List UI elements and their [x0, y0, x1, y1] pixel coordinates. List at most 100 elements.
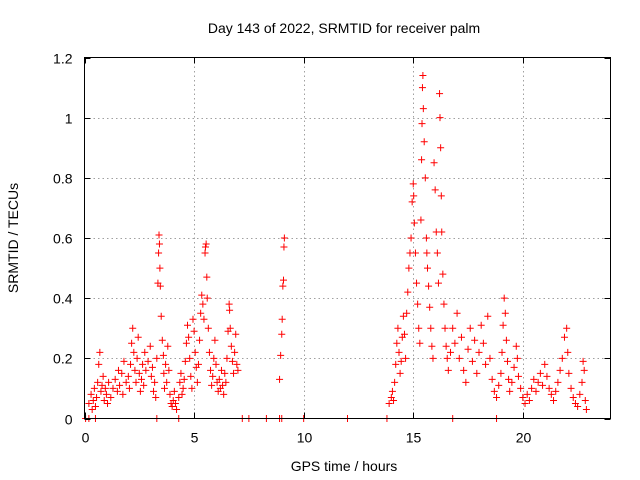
data-point	[565, 369, 573, 377]
data-point	[510, 363, 518, 371]
data-point	[431, 186, 439, 194]
data-point	[157, 312, 165, 320]
x-tick-label: 15	[406, 430, 422, 446]
data-point	[473, 369, 481, 377]
data-point	[468, 357, 476, 365]
data-point	[418, 84, 426, 92]
data-point	[426, 303, 434, 311]
data-point	[109, 384, 117, 392]
data-point	[215, 375, 223, 383]
data-point	[475, 348, 483, 356]
data-point	[231, 348, 239, 356]
data-point	[280, 243, 288, 251]
data-point	[160, 384, 168, 392]
data-point	[479, 339, 487, 347]
data-point	[105, 378, 113, 386]
data-point	[411, 249, 419, 257]
data-point	[146, 342, 154, 350]
data-point	[116, 381, 124, 389]
data-point	[550, 396, 558, 404]
data-point	[543, 372, 551, 380]
data-point	[185, 333, 193, 341]
data-point	[407, 234, 415, 242]
data-point	[137, 375, 145, 383]
data-point	[525, 396, 533, 404]
data-points	[82, 72, 590, 422]
data-point	[104, 399, 112, 407]
data-point	[564, 348, 572, 356]
chart-title: Day 143 of 2022, SRMTID for receiver pal…	[208, 20, 480, 36]
data-point	[514, 372, 522, 380]
data-point	[128, 339, 136, 347]
data-point	[164, 342, 172, 350]
data-point	[418, 156, 426, 164]
data-point	[541, 360, 549, 368]
data-point	[427, 324, 435, 332]
data-point	[488, 375, 496, 383]
data-point	[207, 366, 215, 374]
data-point	[419, 105, 427, 113]
data-point	[186, 354, 194, 362]
data-point	[486, 354, 494, 362]
data-point	[532, 387, 540, 395]
data-point	[501, 309, 509, 317]
data-point	[85, 399, 93, 407]
data-point	[414, 300, 422, 308]
y-tick-label: 0.4	[53, 291, 73, 307]
data-point	[88, 405, 96, 413]
data-point	[156, 282, 164, 290]
data-point	[181, 357, 189, 365]
data-point	[438, 228, 446, 236]
data-point	[530, 375, 538, 383]
data-point	[205, 348, 213, 356]
data-point	[194, 360, 202, 368]
data-point	[280, 276, 288, 284]
data-point	[436, 90, 444, 98]
data-point	[419, 72, 427, 80]
data-point	[156, 264, 164, 272]
data-point	[442, 342, 450, 350]
data-point	[212, 360, 220, 368]
data-point	[135, 369, 143, 377]
data-point	[498, 348, 506, 356]
data-point	[434, 279, 442, 287]
data-point	[477, 321, 485, 329]
data-point	[124, 372, 132, 380]
data-point	[211, 336, 219, 344]
data-point	[534, 378, 542, 386]
data-point	[119, 390, 127, 398]
data-point	[390, 396, 398, 404]
data-point	[203, 294, 211, 302]
data-point	[163, 378, 171, 386]
data-point	[580, 366, 588, 374]
data-point	[581, 396, 589, 404]
data-point	[425, 282, 433, 290]
data-point	[158, 336, 166, 344]
data-point	[569, 393, 577, 401]
y-tick-label: 0.8	[53, 171, 73, 187]
data-point	[404, 288, 412, 296]
data-point	[457, 333, 465, 341]
data-point	[166, 390, 174, 398]
data-point	[204, 324, 212, 332]
axis-ticks	[84, 57, 611, 420]
data-point	[208, 381, 216, 389]
data-point	[493, 393, 501, 401]
data-point	[579, 357, 587, 365]
data-point	[87, 390, 95, 398]
data-point	[160, 369, 168, 377]
data-point	[430, 159, 438, 167]
data-point	[113, 387, 121, 395]
data-point	[162, 360, 170, 368]
data-point	[190, 327, 198, 335]
data-point	[482, 360, 490, 368]
data-point	[191, 348, 199, 356]
data-point	[93, 393, 101, 401]
data-point	[232, 330, 240, 338]
data-point	[96, 348, 104, 356]
data-point	[499, 321, 507, 329]
data-point	[519, 393, 527, 401]
data-point	[539, 381, 547, 389]
data-point	[576, 390, 584, 398]
